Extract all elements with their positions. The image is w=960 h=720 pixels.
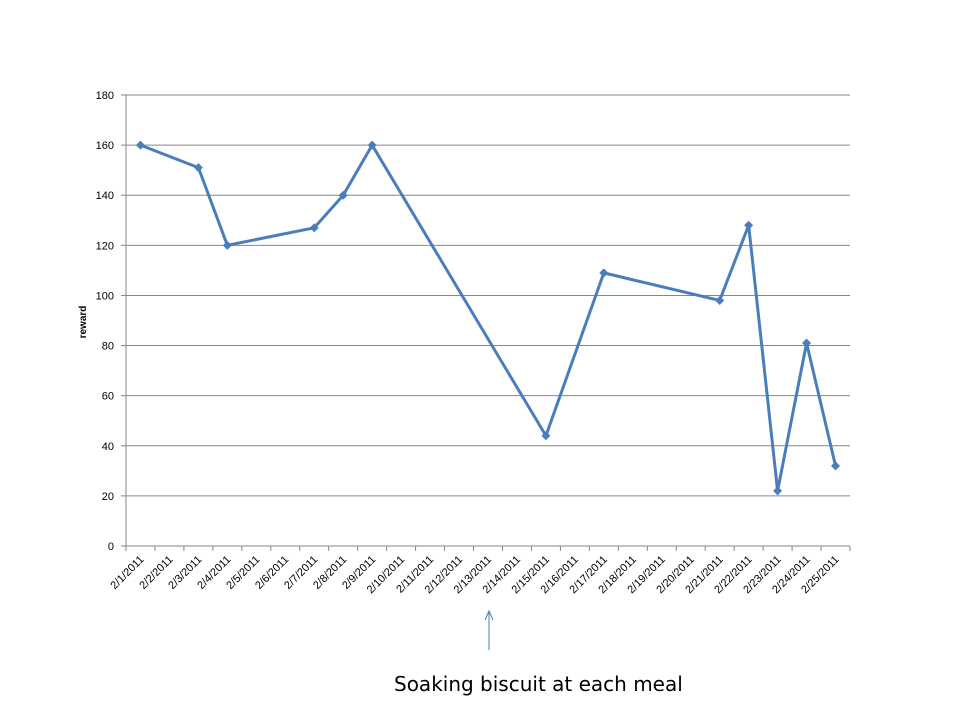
- gridlines: [126, 94, 850, 497]
- data-point-marker: [193, 163, 203, 173]
- y-tick-label: 40: [102, 441, 114, 453]
- y-tick-label: 20: [102, 491, 114, 503]
- data-point-marker: [744, 220, 754, 230]
- data-point-marker: [222, 240, 232, 250]
- data-point-marker: [338, 190, 348, 200]
- data-point-marker: [135, 140, 145, 150]
- y-tick-label: 140: [96, 190, 114, 202]
- data-point-marker: [773, 486, 783, 496]
- data-point-marker: [309, 223, 319, 233]
- x-axis-tick-labels: 2/1/20112/2/20112/3/20112/4/20112/5/2011…: [108, 554, 841, 597]
- data-point-marker: [599, 268, 609, 278]
- y-tick-label: 180: [96, 90, 114, 102]
- y-tick-label: 120: [96, 240, 114, 252]
- y-tick-label: 0: [108, 541, 114, 553]
- y-tick-label: 80: [102, 341, 114, 353]
- data-point-marker: [715, 295, 725, 305]
- data-point-marker: [541, 431, 551, 441]
- annotation-text: Soaking biscuit at each meal: [394, 672, 683, 696]
- series-line: [139, 143, 837, 493]
- y-tick-label: 100: [96, 290, 114, 302]
- series-reward: [135, 140, 841, 496]
- data-point-marker: [367, 140, 377, 150]
- axes: [121, 94, 851, 551]
- y-tick-label: 160: [96, 140, 114, 152]
- y-axis-label: reward: [78, 306, 89, 339]
- data-point-marker: [831, 461, 841, 471]
- annotation-arrow: [484, 609, 494, 650]
- data-point-marker: [802, 338, 812, 348]
- y-tick-label: 60: [102, 391, 114, 403]
- y-axis-tick-labels: 0 20 40 60 80 100 120 140 160 180: [96, 90, 114, 553]
- annotation-arrow-head: [484, 609, 494, 621]
